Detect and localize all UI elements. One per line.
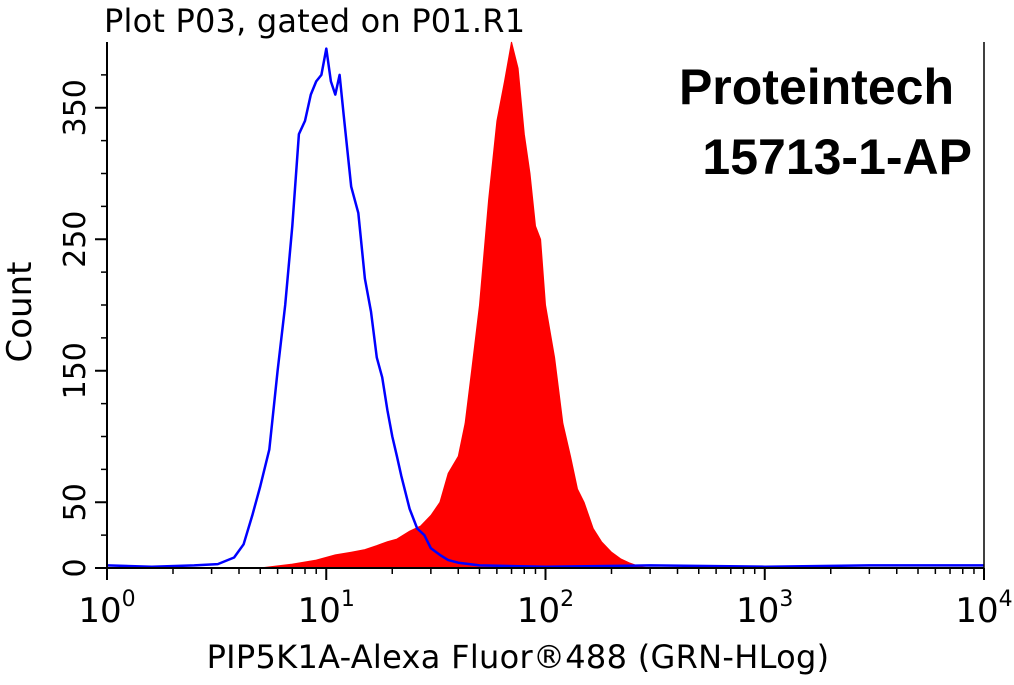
filled-histogram-series <box>260 41 651 569</box>
y-tick-label: 150 <box>58 342 93 399</box>
y-tick-label: 0 <box>58 558 93 577</box>
x-axis-label: PIP5K1A-Alexa Fluor®488 (GRN-HLog) <box>206 638 830 676</box>
x-tick-label: 104 <box>955 587 1012 631</box>
x-tick-label: 100 <box>78 587 135 631</box>
x-tick-label: 102 <box>517 587 574 631</box>
y-axis-label: Count <box>0 261 40 363</box>
catalog-annotation: 15713-1-AP <box>702 129 972 185</box>
x-tick-label: 101 <box>298 587 355 631</box>
chart-title: Plot P03, gated on P01.R1 <box>104 2 526 40</box>
y-tick-label: 350 <box>58 79 93 136</box>
y-tick-label: 250 <box>58 211 93 268</box>
line-histogram-series <box>106 47 984 568</box>
y-tick-label: 50 <box>58 483 93 521</box>
x-tick-label: 103 <box>736 587 793 631</box>
brand-annotation: Proteintech <box>678 59 954 115</box>
